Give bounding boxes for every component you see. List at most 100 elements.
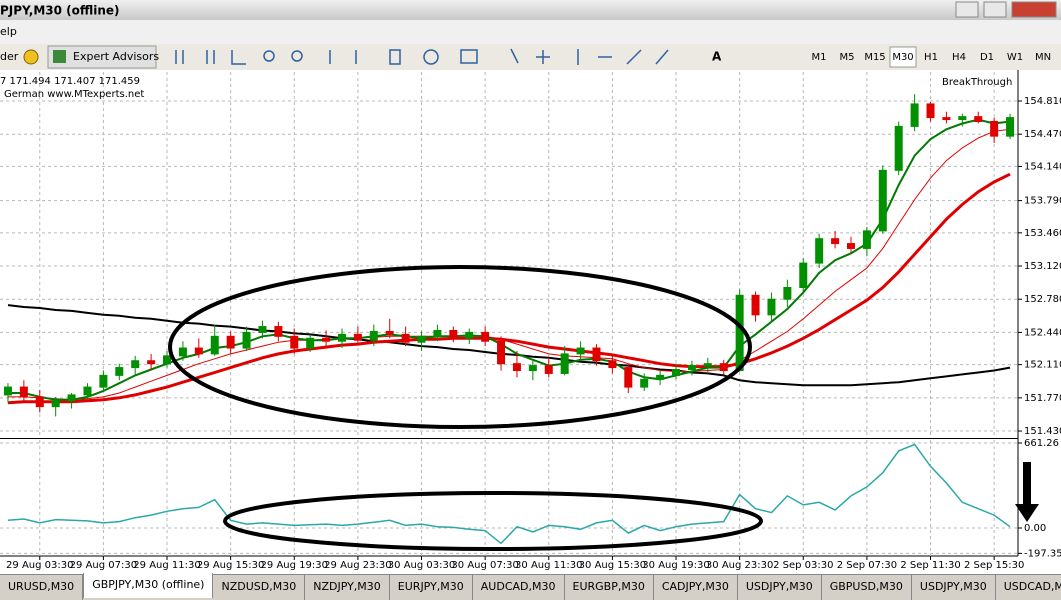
period-button[interactable]: D1	[980, 52, 994, 63]
candle-body	[337, 333, 346, 342]
period-button[interactable]: W1	[1007, 52, 1023, 63]
chart-tab[interactable]: USDJPY,M30	[912, 575, 996, 600]
x-tick-label: 2 Sep 11:30	[900, 560, 960, 571]
candle-body	[497, 340, 506, 365]
period-button[interactable]: M15	[864, 52, 885, 63]
chart-tab[interactable]: EURJPY,M30	[390, 575, 473, 600]
candle-body	[401, 333, 410, 343]
candle-body	[831, 238, 840, 245]
window-title: PJPY,M30 (offline)	[0, 4, 120, 18]
x-tick-label: 2 Sep 15:30	[964, 560, 1024, 571]
candle-body	[322, 337, 331, 342]
period-button[interactable]: M30	[892, 52, 913, 63]
candle-body	[783, 287, 792, 300]
y-tick-label: 154.140	[1024, 161, 1061, 172]
candle-body	[242, 331, 251, 349]
period-buttons: M1 M5 M15 M30 H1 H4 D1 W1 MN	[812, 46, 1051, 68]
toolbar-icon[interactable]: A	[712, 50, 722, 64]
expert-advisors-button[interactable]	[47, 45, 157, 69]
candle-body	[147, 360, 156, 365]
x-tick-label: 2 Sep 07:30	[837, 560, 897, 571]
chart-tab[interactable]: AUDCAD,M30	[473, 575, 565, 600]
period-button[interactable]: H4	[952, 52, 966, 63]
candle-body	[449, 329, 458, 339]
y-tick-label: 151.430	[1024, 426, 1061, 437]
candle-body	[35, 396, 44, 408]
candle-body	[512, 363, 521, 372]
y-tick-label: 153.120	[1024, 261, 1061, 272]
candle-body	[592, 347, 601, 362]
candle-body	[417, 335, 426, 343]
candle-body	[210, 335, 219, 355]
candle-body	[624, 367, 633, 388]
candle-body	[735, 294, 744, 372]
period-button[interactable]: MN	[1035, 52, 1051, 63]
x-tick-label: 30 Aug 07:30	[451, 560, 518, 571]
period-button[interactable]: M1	[812, 52, 827, 63]
chart-tab[interactable]: GBPUSD,M30	[822, 575, 912, 600]
candle-body	[799, 262, 808, 289]
credit: German www.MTexperts.net	[4, 89, 144, 100]
toolbar-button[interactable]: der	[0, 50, 19, 63]
moving-average	[7, 304, 1011, 387]
chart-tab[interactable]: GBPJPY,M30 (offline)	[83, 573, 214, 598]
minimize-button[interactable]	[955, 1, 979, 18]
candle-body	[878, 169, 887, 232]
candle-body	[369, 330, 378, 341]
period-active	[889, 46, 917, 68]
candle-body	[19, 386, 28, 398]
chart-tab[interactable]: NZDJPY,M30	[305, 575, 390, 600]
x-tick-label: 29 Aug 15:30	[197, 560, 264, 571]
candle-body	[163, 355, 172, 365]
chart-tab[interactable]: USDCAD,M30	[996, 575, 1061, 600]
annotation-arrow	[1015, 462, 1039, 522]
x-tick-label: 29 Aug 03:30	[6, 560, 73, 571]
plot	[3, 94, 1015, 545]
candle-body	[974, 116, 983, 123]
candle-body	[528, 365, 537, 372]
candle-body	[862, 230, 871, 249]
candle-body	[894, 125, 903, 171]
candle-body	[131, 360, 140, 369]
candle-body	[3, 386, 12, 396]
chart-tab[interactable]: URUSD,M30	[0, 575, 84, 600]
toolbar-icon	[53, 50, 66, 63]
menu-bar	[0, 20, 1061, 44]
candle-body	[258, 326, 267, 333]
y-tick-label: 152.110	[1024, 360, 1061, 371]
candle-body	[910, 103, 919, 127]
chart-tab[interactable]: EURGBP,M30	[565, 575, 654, 600]
y-tick-label: 152.780	[1024, 294, 1061, 305]
x-tick-label: 29 Aug 11:30	[133, 560, 200, 571]
x-tick-label: 29 Aug 19:30	[261, 560, 328, 571]
toolbar	[0, 44, 1061, 70]
candle-body	[958, 116, 967, 121]
candle-body	[353, 333, 362, 341]
menu-item[interactable]: elp	[0, 25, 17, 38]
y-tick-label: 154.810	[1024, 96, 1061, 107]
candle-body	[194, 347, 203, 355]
maximize-button[interactable]	[983, 1, 1007, 18]
candle-body	[544, 365, 553, 374]
moving-average	[7, 172, 1011, 405]
y-tick-label: 151.770	[1024, 393, 1061, 404]
candle-body	[115, 367, 124, 376]
period-button[interactable]: H1	[924, 52, 938, 63]
candle-body	[67, 394, 76, 402]
indicator-name: BreakThrough	[942, 77, 1012, 88]
x-tick-label: 30 Aug 23:30	[706, 560, 773, 571]
chart-tab[interactable]: CADJPY,M30	[654, 575, 738, 600]
x-tick-label: 2 Sep 03:30	[773, 560, 833, 571]
toolbar-icons[interactable]	[175, 48, 669, 65]
period-button[interactable]: M5	[840, 52, 855, 63]
toolbar-icon[interactable]	[23, 49, 39, 65]
candle-body	[226, 335, 235, 349]
chart-tab[interactable]: NZDUSD,M30	[213, 575, 306, 600]
y-tick-label: 152.440	[1024, 327, 1061, 338]
candle-body	[433, 329, 442, 337]
candle-body	[719, 363, 728, 372]
close-button[interactable]	[1011, 1, 1057, 18]
chart-tab[interactable]: USDJPY,M30	[738, 575, 822, 600]
terminal: PJPY,M30 (offline) elp der Expert Adviso…	[0, 0, 1061, 574]
